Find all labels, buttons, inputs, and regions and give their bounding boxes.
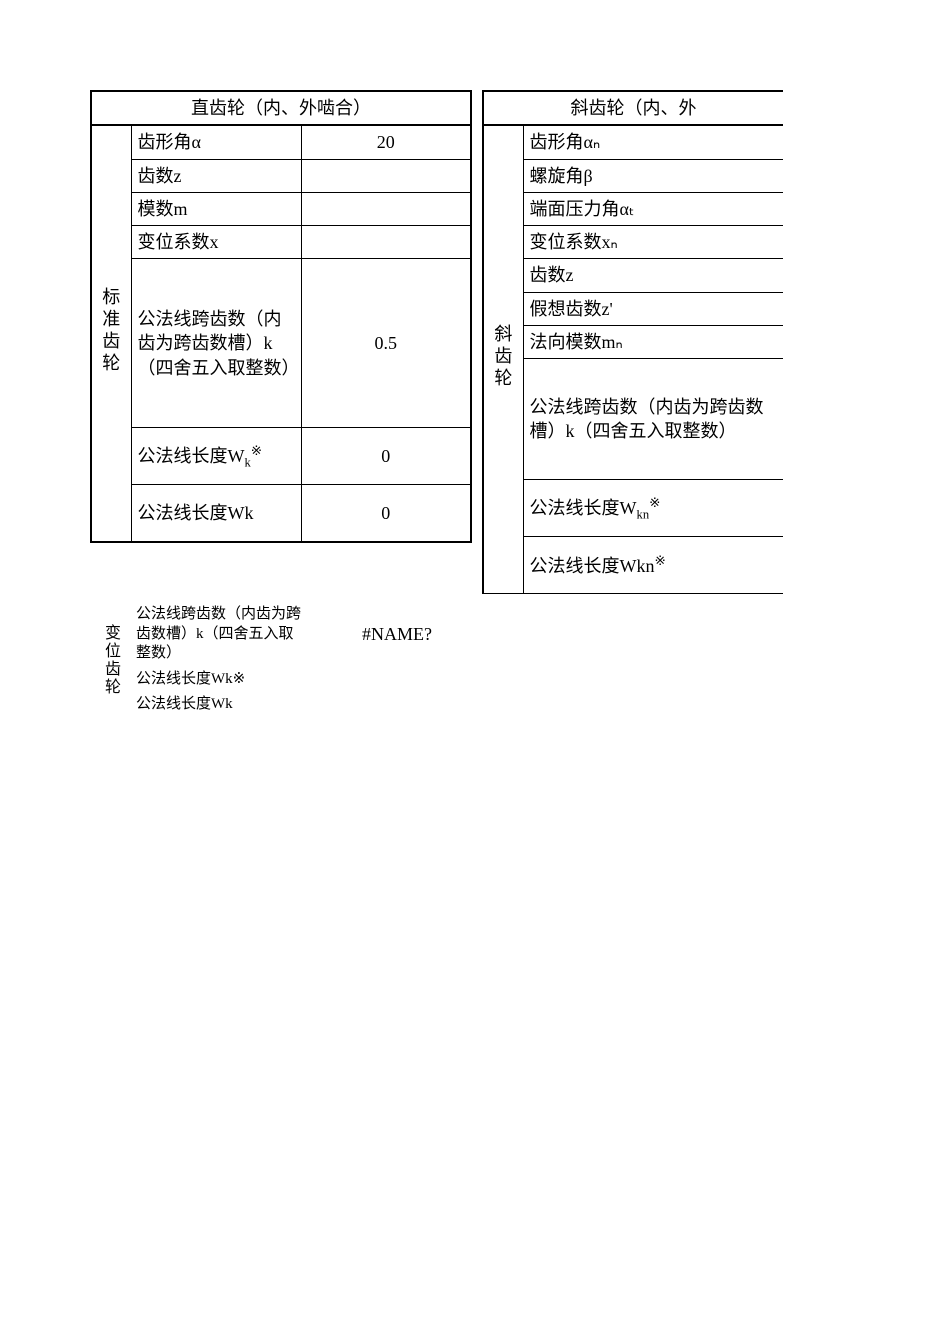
right-table: 斜齿轮（内、外 斜齿轮 齿形角αₙ 螺旋角β 端面压力角αₜ 变位系数xₙ 齿数…: [482, 90, 783, 594]
left-row-2-value: [301, 192, 471, 225]
right-row-5: 假想齿数z': [523, 292, 783, 325]
right-row-4: 齿数z: [523, 259, 783, 292]
sec2-vlabel: 变位齿轮: [98, 624, 122, 696]
left-wk-label: 公法线长度Wk: [131, 485, 301, 543]
sec2-row-0-value: #NAME?: [312, 624, 482, 645]
right-row-2: 端面压力角αₜ: [523, 192, 783, 225]
right-row-3: 变位系数xₙ: [523, 226, 783, 259]
left-row-1-label: 齿数z: [131, 159, 301, 192]
left-row-0-label: 齿形角α: [131, 125, 301, 159]
left-table: 直齿轮（内、外啮合） 标准齿轮 齿形角α 20 齿数z 模数m 变位系数x: [90, 90, 472, 543]
left-wk-value: 0: [301, 485, 471, 543]
right-row-7: 公法线跨齿数（内齿为跨齿数槽）k（四舍五入取整数）: [523, 359, 783, 480]
left-wk-formula-label: 公法线长度Wk※: [131, 428, 301, 485]
sec2-row-1-label: 公法线长度Wk※: [130, 667, 312, 693]
tables-wrapper: 直齿轮（内、外啮合） 标准齿轮 齿形角α 20 齿数z 模数m 变位系数x: [90, 90, 865, 594]
right-vlabel-cell: 斜齿轮: [483, 125, 523, 594]
left-row-3-label: 变位系数x: [131, 226, 301, 259]
sec2-row-2-label: 公法线长度Wk: [130, 692, 312, 718]
right-row-6: 法向模数mₙ: [523, 326, 783, 359]
left-row-4-label: 公法线跨齿数（内齿为跨齿数槽）k（四舍五入取整数）: [131, 259, 301, 428]
right-row-1: 螺旋角β: [523, 159, 783, 192]
sec2-row-0-label: 公法线跨齿数（内齿为跨齿数槽）k（四舍五入取整数）: [130, 602, 312, 667]
left-row-3-value: [301, 226, 471, 259]
right-vlabel: 斜齿轮: [490, 324, 514, 390]
left-row-2-label: 模数m: [131, 192, 301, 225]
left-row-4-value: 0.5: [301, 259, 471, 428]
right-header: 斜齿轮（内、外: [483, 91, 783, 125]
left-row-0-value: 20: [301, 125, 471, 159]
left-vlabel-cell: 标准齿轮: [91, 125, 131, 542]
left-vlabel: 标准齿轮: [98, 287, 122, 375]
left-row-1-value: [301, 159, 471, 192]
right-row-0: 齿形角αₙ: [523, 125, 783, 159]
right-wkn-formula-label: 公法线长度Wkn※: [523, 480, 783, 537]
left-header: 直齿轮（内、外啮合）: [91, 91, 471, 125]
sec2: 变位齿轮 公法线跨齿数（内齿为跨齿数槽）k（四舍五入取整数） #NAME? 公法…: [90, 602, 865, 718]
left-wk-formula-value: 0: [301, 428, 471, 485]
sec2-vlabel-cell: 变位齿轮: [90, 602, 130, 718]
right-wkn-label: 公法线长度Wkn※: [523, 537, 783, 594]
